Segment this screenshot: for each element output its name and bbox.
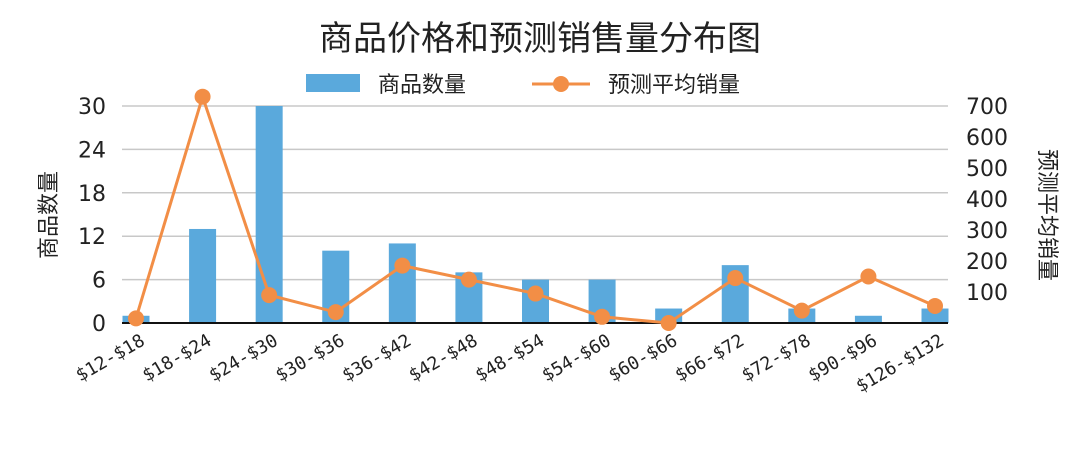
line-point — [594, 308, 611, 325]
y2-tick-label: 500 — [966, 157, 1008, 182]
x-tick-label: $60-$66 — [605, 330, 681, 386]
y2-axis-label: 预测平均销量 — [1034, 149, 1059, 281]
y-tick-label: 30 — [78, 95, 106, 120]
line-point — [394, 257, 411, 274]
y-tick-label: 0 — [92, 312, 106, 337]
line-series — [128, 88, 943, 331]
x-tick-label: $30-$36 — [272, 330, 348, 386]
x-axis-ticks: $12-$18$18-$24$24-$30$30-$36$36-$42$42-$… — [72, 330, 947, 397]
x-tick-label: $24-$30 — [205, 330, 281, 386]
legend-swatch-bars — [306, 74, 360, 92]
bar — [854, 315, 882, 323]
bar — [255, 106, 283, 323]
bar — [388, 243, 416, 323]
y-axis-label: 商品数量 — [37, 171, 62, 259]
y-tick-label: 24 — [78, 138, 106, 163]
line-point — [460, 271, 477, 288]
y-tick-label: 12 — [78, 225, 106, 250]
x-tick-label: $36-$42 — [339, 330, 415, 386]
x-tick-label: $54-$60 — [538, 330, 614, 386]
line-point — [128, 310, 144, 327]
x-tick-label: $12-$18 — [72, 330, 148, 386]
x-tick-label: $18-$24 — [139, 330, 215, 386]
line-point — [527, 285, 544, 302]
line-point — [727, 270, 744, 287]
grid — [122, 105, 948, 281]
line-point — [860, 268, 877, 285]
x-tick-label: $66-$72 — [672, 330, 748, 386]
line-point — [261, 287, 278, 304]
legend: 商品数量 预测平均销量 — [306, 73, 740, 98]
y2-tick-label: 200 — [966, 250, 1008, 275]
line-point — [194, 88, 211, 105]
bar — [189, 228, 217, 323]
x-tick-label: $72-$78 — [738, 330, 814, 386]
x-tick-label: $48-$54 — [472, 330, 548, 386]
line-point — [327, 304, 344, 321]
y2-tick-label: 100 — [966, 281, 1008, 306]
bar — [921, 308, 949, 323]
y2-tick-label: 400 — [966, 188, 1008, 213]
y-tick-label: 6 — [92, 269, 106, 294]
legend-marker-line — [553, 76, 569, 92]
y2-tick-label: 300 — [966, 219, 1008, 244]
y2-tick-label: 600 — [966, 126, 1008, 151]
y2-axis-ticks: 100 200 300 400 500 600 700 — [966, 95, 1008, 306]
chart-title: 商品价格和预测销售量分布图 — [319, 19, 761, 59]
line-point — [793, 302, 810, 319]
line-point — [927, 297, 943, 314]
line-point — [660, 315, 677, 331]
y-axis-ticks: 0 6 12 18 24 30 — [78, 95, 106, 337]
legend-label-line: 预测平均销量 — [608, 73, 740, 98]
legend-label-bars: 商品数量 — [378, 73, 466, 98]
x-tick-label: $42-$48 — [405, 330, 481, 386]
y2-tick-label: 700 — [966, 95, 1008, 120]
y-tick-label: 18 — [78, 182, 106, 207]
